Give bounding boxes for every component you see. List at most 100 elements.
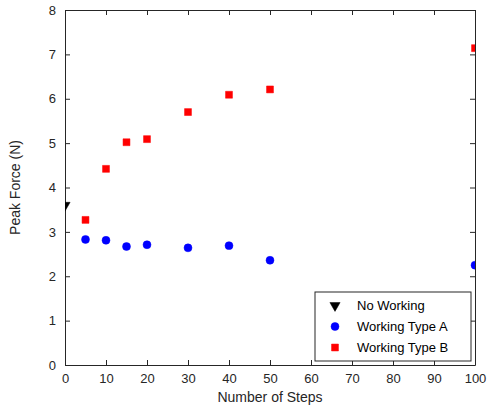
y-tick-mark	[470, 10, 475, 11]
x-tick-label: 90	[427, 371, 441, 386]
y-tick: 5	[49, 136, 70, 151]
x-tick-mark	[147, 360, 148, 365]
point	[65, 202, 70, 211]
x-tick-label: 10	[99, 371, 113, 386]
x-tick: 50	[263, 360, 277, 386]
point	[123, 243, 131, 251]
y-tick-mark	[470, 54, 475, 55]
x-tick-mark	[147, 10, 148, 15]
marks	[65, 45, 475, 269]
y-tick-mark	[470, 232, 475, 233]
legend-label: No Working	[357, 298, 425, 313]
x-axis-top	[66, 10, 476, 15]
y-tick-label: 3	[49, 225, 56, 240]
y-tick: 8	[49, 3, 70, 18]
y-tick-label: 4	[49, 180, 56, 195]
x-tick-label: 60	[304, 371, 318, 386]
legend-marker	[330, 303, 340, 312]
x-tick: 40	[222, 360, 236, 386]
point	[266, 256, 274, 264]
y-tick	[470, 365, 475, 366]
x-tick	[270, 10, 271, 15]
x-tick: 20	[140, 360, 154, 386]
y-axis: 0 1 2 3 4 5 6 7 8	[49, 3, 70, 373]
x-tick-mark	[106, 10, 107, 15]
point	[472, 45, 475, 52]
y-axis-line	[475, 11, 476, 366]
x-tick	[106, 10, 107, 15]
x-tick-mark	[352, 10, 353, 15]
y-tick-label: 7	[49, 47, 56, 62]
y-tick-label: 6	[49, 91, 56, 106]
y-tick-mark	[470, 99, 475, 100]
y-tick-mark	[470, 143, 475, 144]
y-tick	[470, 276, 475, 277]
x-axis-title: Number of Steps	[217, 389, 322, 405]
x-tick-label: 50	[263, 371, 277, 386]
x-tick-mark	[188, 360, 189, 365]
point	[102, 236, 110, 244]
y-tick	[470, 143, 475, 144]
y-tick-mark	[65, 365, 70, 366]
y-tick-mark	[470, 276, 475, 277]
point	[267, 86, 274, 93]
x-tick-mark	[311, 360, 312, 365]
y-tick	[470, 99, 475, 100]
x-tick: 80	[386, 360, 400, 386]
y-tick: 2	[49, 269, 70, 284]
x-tick: 60	[304, 360, 318, 386]
x-tick	[188, 10, 189, 15]
y-tick	[470, 54, 475, 55]
y-tick: 7	[49, 47, 70, 62]
x-tick	[434, 10, 435, 15]
series	[82, 235, 475, 269]
x-tick-label: 100	[465, 371, 487, 386]
x-tick-mark	[393, 10, 394, 15]
x-tick-label: 80	[386, 371, 400, 386]
y-tick-mark	[65, 321, 70, 322]
x-tick-label: 70	[345, 371, 359, 386]
legend-label: Working Type A	[357, 319, 448, 334]
point	[185, 109, 192, 116]
y-tick	[470, 10, 475, 11]
point	[471, 261, 475, 269]
x-tick	[311, 10, 312, 15]
y-tick	[470, 232, 475, 233]
x-tick-mark	[434, 10, 435, 15]
y-tick-mark	[65, 188, 70, 189]
legend-marker	[332, 344, 339, 351]
y-tick-mark	[470, 188, 475, 189]
x-tick-mark	[188, 10, 189, 15]
x-tick-mark	[229, 10, 230, 15]
x-tick-mark	[311, 10, 312, 15]
point	[143, 241, 151, 249]
point	[82, 216, 89, 223]
series	[82, 45, 475, 224]
x-tick-mark	[229, 360, 230, 365]
y-tick: 1	[49, 313, 70, 328]
x-tick-label: 0	[62, 371, 69, 386]
point	[144, 136, 151, 143]
plot: 0 10 20 30 40 50 60 70 80 90 100 0 1 2 3 4 5 6 7 8 No Workin…	[49, 3, 487, 387]
chart: 0 10 20 30 40 50 60 70 80 90 100 0 1 2 3 4 5 6 7 8 No Workin…	[0, 0, 500, 410]
y-tick	[470, 188, 475, 189]
legend-label: Working Type B	[357, 340, 448, 355]
y-tick-mark	[65, 10, 70, 11]
y-tick-mark	[65, 232, 70, 233]
y-tick-label: 5	[49, 136, 56, 151]
legend-marker	[331, 323, 339, 331]
y-tick: 3	[49, 225, 70, 240]
point	[226, 91, 233, 98]
y-tick-mark	[65, 276, 70, 277]
x-tick	[352, 10, 353, 15]
x-tick-label: 30	[181, 371, 195, 386]
y-tick: 4	[49, 180, 70, 195]
point	[225, 242, 233, 250]
y-tick-mark	[65, 54, 70, 55]
y-tick: 0	[49, 358, 70, 373]
x-tick-label: 20	[140, 371, 154, 386]
series	[65, 202, 70, 211]
x-axis: 0 10 20 30 40 50 60 70 80 90 100	[62, 360, 486, 386]
x-tick	[229, 10, 230, 15]
y-tick-label: 1	[49, 313, 56, 328]
